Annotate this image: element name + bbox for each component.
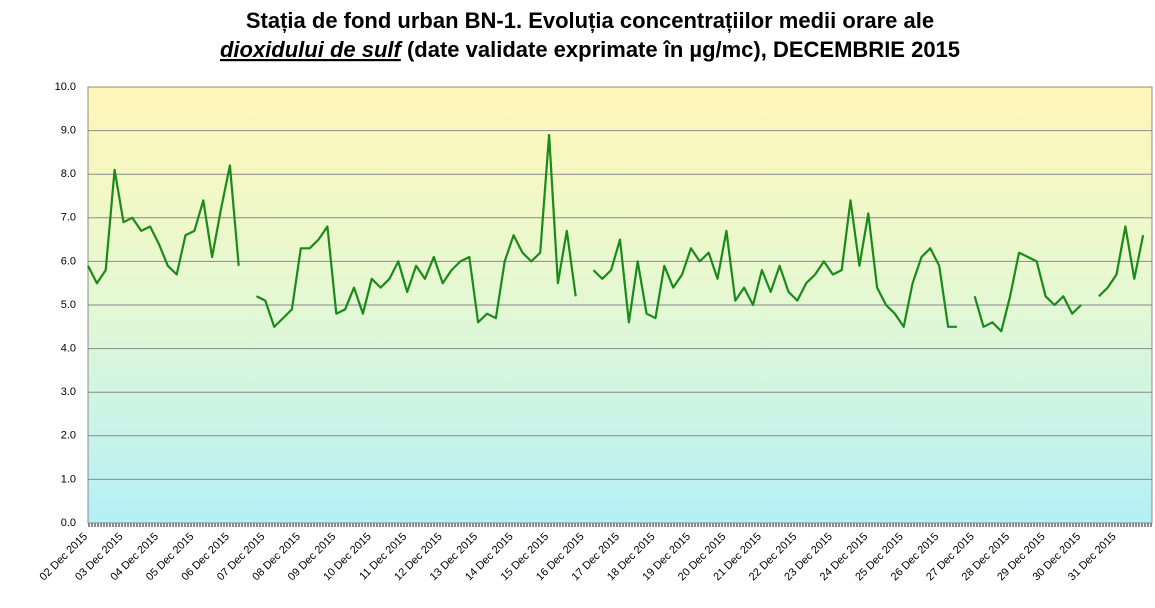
- y-tick-label: 8.0: [61, 168, 76, 180]
- chart-title: Stația de fond urban BN-1. Evoluția conc…: [246, 8, 934, 33]
- chart-title-line2: dioxidului de sulf (date validate exprim…: [220, 37, 960, 62]
- y-tick-label: 6.0: [61, 255, 76, 267]
- y-tick-label: 10.0: [55, 81, 76, 93]
- y-tick-label: 9.0: [61, 125, 76, 137]
- data-line: [87, 133, 1145, 333]
- y-tick-label: 7.0: [61, 212, 76, 224]
- title-emphasis: dioxidului de sulf: [220, 37, 404, 62]
- grid: [88, 86, 1152, 527]
- y-tick-label: 3.0: [61, 386, 76, 398]
- title-rest: (date validate exprimate în µg/mc), DECE…: [401, 37, 960, 62]
- marks: [87, 133, 1145, 333]
- y-tick-label: 5.0: [61, 299, 76, 311]
- y-tick-label: 1.0: [61, 473, 76, 485]
- y-tick-label: 4.0: [61, 343, 76, 355]
- y-tick-label: 0.0: [61, 517, 76, 529]
- y-tick-label: 2.0: [61, 430, 76, 442]
